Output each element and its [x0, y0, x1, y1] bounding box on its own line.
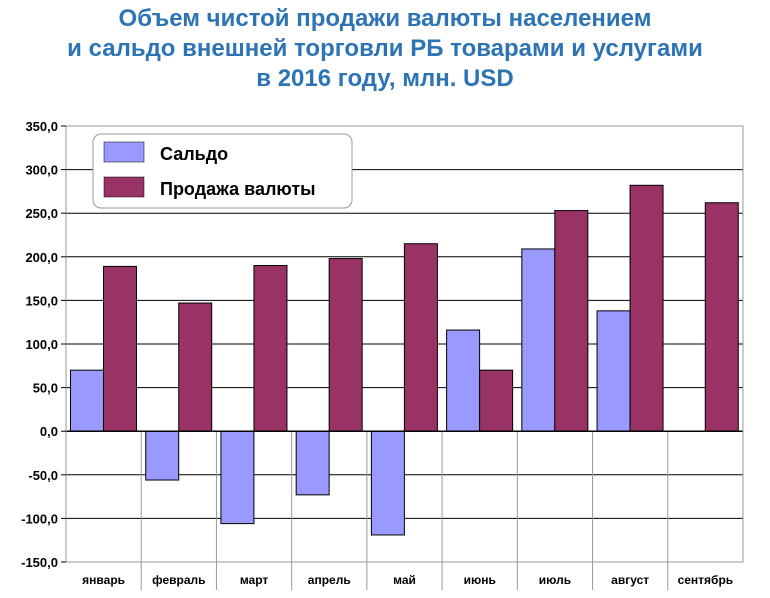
y-tick-label: 250,0	[25, 206, 58, 221]
legend-swatch-saldo	[103, 141, 145, 163]
bar-currency-sales	[403, 243, 438, 432]
chart-title: Объем чистой продажи валюты населением и…	[0, 4, 770, 94]
legend-label-currency-sales: Продажа валюты	[160, 179, 316, 199]
bar-currency-sales	[554, 210, 589, 432]
category-separators	[140, 431, 669, 590]
x-tick-label: май	[393, 573, 416, 587]
bar-currency-sales	[178, 302, 213, 432]
bar-currency-sales	[479, 369, 514, 432]
chart-title-line-2: и сальдо внешней торговли РБ товарами и …	[67, 35, 703, 62]
bars	[70, 184, 739, 536]
y-tick-label: -50,0	[28, 468, 58, 483]
y-tick-label: 100,0	[25, 337, 58, 352]
y-tick-label: 0,0	[40, 424, 58, 439]
y-axis-ticks: 350,0 300,0 250,0 200,0 150,0 100,0 50,0 0,0 -50…	[21, 119, 66, 570]
legend-swatch-currency-sales	[103, 176, 145, 198]
bar-saldo	[596, 310, 631, 432]
y-tick-label: -100,0	[21, 511, 58, 526]
x-tick-label: сентябрь	[678, 573, 734, 587]
legend: Сальдо Продажа валюты	[92, 133, 353, 209]
bar-saldo	[446, 329, 481, 432]
bar-currency-sales	[704, 202, 739, 432]
x-tick-label: январь	[82, 573, 125, 587]
bar-currency-sales	[629, 184, 664, 432]
bar-currency-sales	[328, 258, 363, 432]
x-tick-label: август	[611, 573, 649, 587]
y-tick-label: 150,0	[25, 293, 58, 308]
bar-saldo	[145, 430, 180, 481]
y-tick-label: 200,0	[25, 250, 58, 265]
x-tick-label: июль	[539, 573, 571, 587]
y-tick-label: 50,0	[33, 381, 58, 396]
chart-title-line-3: в 2016 году, млн. USD	[256, 65, 514, 92]
legend-box	[92, 133, 353, 209]
x-tick-label: июнь	[464, 573, 496, 587]
bar-currency-sales	[103, 265, 137, 432]
chart-title-line-1: Объем чистой продажи валюты населением	[118, 5, 652, 32]
x-tick-label: апрель	[308, 573, 351, 587]
x-tick-label: февраль	[152, 573, 205, 587]
bar-saldo	[370, 430, 405, 536]
bar-saldo	[521, 248, 556, 432]
y-tick-label: -150,0	[21, 555, 58, 570]
legend-label-saldo: Сальдо	[160, 144, 228, 164]
y-tick-label: 300,0	[25, 163, 58, 178]
bar-currency-sales	[253, 265, 288, 432]
bar-saldo	[220, 430, 255, 525]
y-tick-label: 350,0	[25, 119, 58, 134]
x-axis-labels: январь февраль март апрель май июнь июль август…	[82, 573, 733, 587]
bar-saldo	[70, 369, 104, 432]
x-tick-label: март	[240, 573, 269, 587]
bar-saldo	[295, 430, 330, 496]
